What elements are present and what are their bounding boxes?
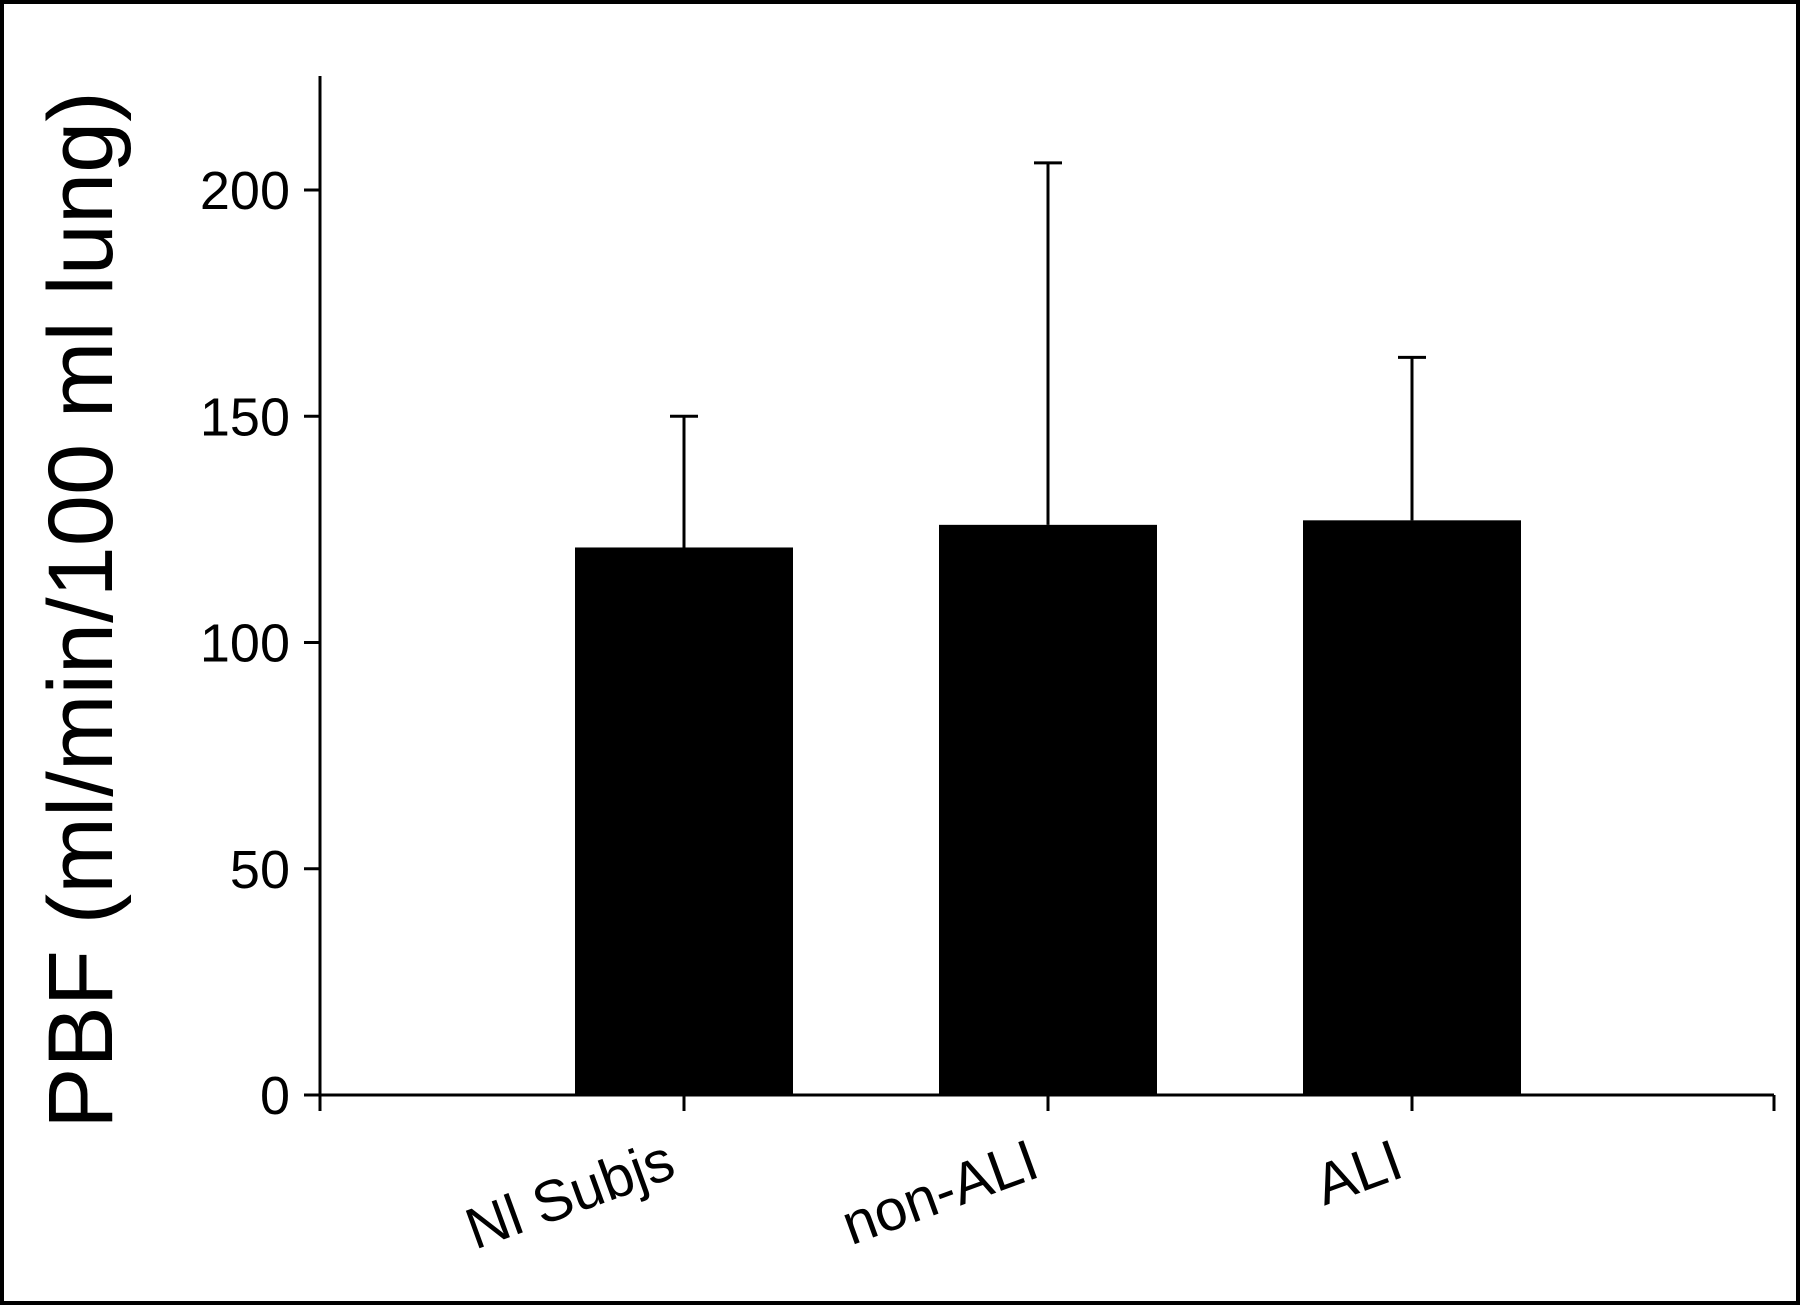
bar-1: [575, 547, 793, 1095]
y-tick-label: 0: [260, 1066, 290, 1126]
x-category-label: Nl Subjs: [457, 1127, 682, 1262]
bar-chart: PBF (ml/min/100 ml lung) 0 50 100 150 200 Nl …: [30, 76, 1776, 1262]
bar-2: [939, 524, 1157, 1095]
y-axis-title: PBF (ml/min/100 ml lung): [30, 91, 132, 1129]
y-tick-label: 100: [200, 614, 290, 674]
x-category-label: non-ALI: [833, 1127, 1046, 1258]
y-tick-label: 150: [200, 387, 290, 447]
plot-area: 0 50 100 150 200 Nl Subjs non-ALI ALI: [200, 76, 1776, 1262]
bar-3: [1303, 520, 1521, 1095]
x-category-label: ALI: [1306, 1127, 1410, 1218]
y-tick-label: 200: [200, 161, 290, 221]
y-tick-label: 50: [230, 840, 290, 900]
